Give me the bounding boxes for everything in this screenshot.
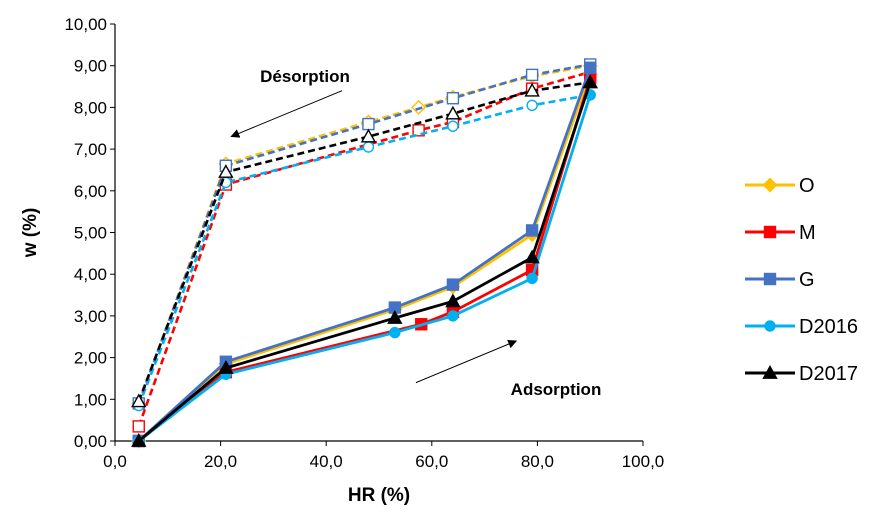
adsorption-line-d2016 [137, 94, 592, 443]
annotation-arrow [230, 90, 343, 138]
adsorption-point-d2017 [387, 310, 403, 324]
annotation-label: Adsorption [511, 380, 602, 399]
x-axis-title: HR (%) [348, 485, 410, 506]
x-tick-label: 100,0 [622, 452, 665, 471]
desorption-point-m [412, 124, 425, 137]
annotation-arrow [415, 339, 518, 384]
desorption-point-d2017 [131, 393, 147, 408]
y-tick-label: 9,00 [74, 57, 107, 76]
legend-label: O [799, 175, 815, 197]
y-tick-label: 6,00 [74, 182, 107, 201]
adsorption-point-d2016 [447, 310, 459, 322]
legend-label: D2016 [799, 316, 858, 338]
x-tick-label: 40,0 [310, 452, 343, 471]
desorption-point-m [132, 420, 145, 433]
y-tick-label: 1,00 [74, 390, 107, 409]
x-tick-label: 20,0 [204, 452, 237, 471]
desorption-point-d2016 [526, 99, 538, 112]
y-tick-label: 7,00 [74, 140, 107, 159]
legend: O M G D2016 D2017 [745, 175, 858, 385]
legend-label: G [799, 269, 815, 291]
desorption-line-m [137, 70, 591, 427]
legend-swatch-marker [764, 320, 776, 332]
adsorption-point-d2017 [582, 74, 598, 89]
x-tick-label: 80,0 [521, 452, 554, 471]
adsorption-point-d2017 [445, 293, 461, 308]
y-tick-label: 2,00 [74, 349, 107, 368]
adsorption-point-g [446, 278, 460, 291]
y-tick-label: 8,00 [74, 98, 107, 117]
desorption-line-d2016 [137, 93, 591, 407]
legend-swatch-marker [762, 177, 778, 193]
legend-swatch-marker [762, 365, 778, 379]
adsorption-point-d2017 [218, 360, 234, 374]
series-d2017-adsorption [131, 74, 598, 447]
desorption-point-d2017 [445, 105, 461, 120]
series-group [131, 58, 598, 449]
desorption-point-g [362, 117, 375, 131]
legend-item-o: O [745, 175, 815, 197]
desorption-point-d2016 [447, 120, 459, 132]
legend-label: M [799, 222, 816, 244]
legend-item-d2017: D2017 [745, 363, 858, 385]
annotations: Désorption Adsorption [230, 67, 602, 399]
desorption-point-d2017 [360, 128, 377, 143]
desorption-line-d2017 [137, 81, 591, 402]
adsorption-point-d2016 [389, 326, 401, 339]
x-tick-label: 60,0 [415, 452, 448, 471]
desorption-point-g [446, 92, 460, 105]
desorption-point-d2017 [218, 164, 234, 178]
y-axis-title: w (%) [20, 208, 41, 259]
adsorption-point-d2017 [524, 249, 540, 264]
y-tick-labels: 0,00 1,00 2,00 3,00 4,00 5,00 6,00 7,00 8,00 9,00… [64, 15, 115, 451]
y-tick-label: 5,00 [74, 224, 107, 243]
adsorption-point-d2017 [131, 433, 147, 447]
legend-swatch-marker [763, 272, 777, 286]
legend-item-g: G [745, 269, 815, 291]
y-tick-label: 3,00 [74, 307, 107, 326]
adsorption-line-g [137, 67, 592, 443]
adsorption-line-d2017 [137, 81, 592, 443]
desorption-point-d2016 [362, 141, 375, 153]
legend-item-d2016: D2016 [745, 316, 858, 338]
adsorption-point-g [525, 224, 539, 237]
desorption-point-d2017 [524, 82, 540, 97]
x-tick-labels: 0,0 20,0 40,0 60,0 80,0 100,0 [103, 441, 664, 471]
y-tick-label: 4,00 [74, 265, 107, 284]
desorption-point-g [525, 68, 539, 82]
adsorption-point-d2016 [526, 272, 538, 285]
adsorption-point-g [584, 61, 597, 74]
annotation-label: Désorption [260, 67, 350, 86]
y-tick-label: 0,00 [74, 432, 107, 451]
legend-item-m: M [745, 222, 816, 244]
desorption-line-g [137, 63, 591, 404]
legend-label: D2017 [799, 363, 858, 385]
y-tick-label: 10,00 [64, 15, 107, 34]
legend-swatch-marker [763, 225, 777, 239]
x-tick-label: 0,0 [103, 452, 127, 471]
